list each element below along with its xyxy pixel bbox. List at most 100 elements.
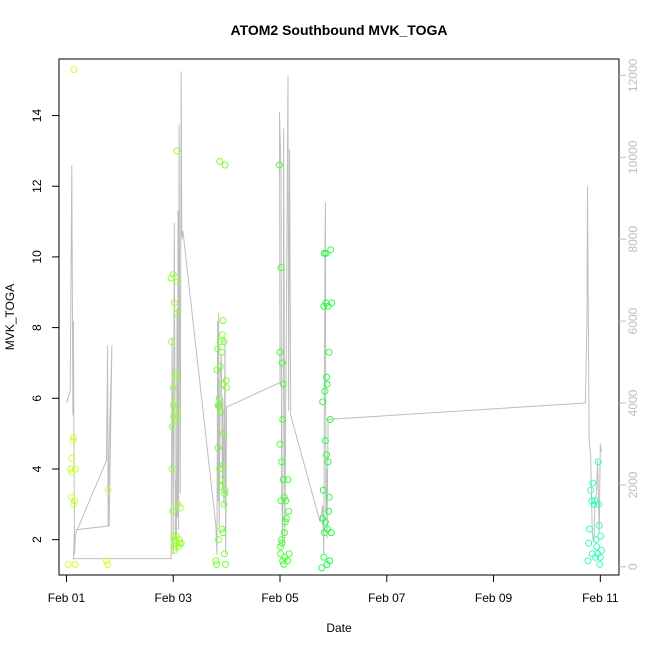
data-point [171,373,179,381]
data-point [325,348,333,356]
data-point [280,560,288,568]
data-point [285,507,293,515]
data-point [285,550,293,558]
points-layer [64,66,605,572]
data-point [319,398,327,406]
data-point [328,299,336,307]
data-point [219,529,227,537]
data-point [321,437,329,445]
data-point [173,147,181,155]
data-point [327,529,335,537]
data-point [172,416,180,423]
data-point [280,493,288,501]
data-point [587,486,595,494]
data-point [71,497,78,505]
data-point [218,348,226,356]
y-axis-right: 0 2000 4000 6000 8000 10000 12000 [619,58,640,570]
data-point [168,423,176,431]
chart-title: ATOM2 Southbound MVK_TOGA [231,22,448,38]
x-axis: Feb 01 Feb 03 Feb 05 Feb 07 Feb 09 Feb 11 [48,575,619,605]
data-point [277,264,285,271]
data-point [171,398,179,406]
data-point [214,345,222,353]
data-point [216,338,224,346]
data-point [586,525,594,533]
y-tick-label: 2 [30,536,44,543]
data-point [215,394,223,402]
data-point [596,553,604,561]
data-point [279,380,287,388]
y-tick-label: 6 [30,395,44,402]
data-point [320,302,328,310]
data-point [215,401,223,409]
data-point [215,536,223,544]
data-point [67,465,75,473]
y2-tick-label: 10000 [626,140,640,174]
data-point [594,458,602,466]
data-point [104,560,112,568]
data-point [597,532,605,540]
data-point [216,158,224,165]
data-point [277,550,284,558]
data-point [281,518,289,526]
data-point [217,408,225,416]
data-point [284,476,292,484]
x-tick-label: Feb 07 [368,591,406,605]
y2-tick-label: 4000 [626,389,640,416]
data-point [167,274,175,282]
data-point [169,271,177,279]
y-axis-label: MVK_TOGA [3,284,17,350]
data-point [174,408,181,416]
x-tick-label: Feb 03 [155,591,193,605]
data-point [218,380,226,388]
data-point [212,557,220,565]
y2-tick-label: 0 [626,563,640,570]
data-point [177,539,185,547]
data-point [216,363,224,370]
data-point [584,557,592,565]
data-point [72,465,79,473]
data-point [324,458,332,466]
data-point [588,497,596,505]
data-point [318,564,326,572]
data-point [279,416,287,423]
data-point [168,338,176,346]
data-point [279,476,287,484]
data-point [221,550,228,558]
data-point [219,461,227,469]
data-point [322,249,330,257]
x-tick-label: Feb 05 [261,591,299,605]
data-point [64,560,72,568]
data-point [323,380,331,388]
x-tick-label: Feb 11 [582,591,619,605]
data-point [590,500,598,508]
data-point [589,479,597,487]
data-point [222,560,230,568]
data-point [70,66,78,74]
data-point [276,440,284,448]
y2-tick-label: 2000 [626,471,640,498]
data-point [595,522,603,529]
data-point [170,532,178,540]
data-point [104,486,112,494]
data-point [218,331,226,339]
data-point [596,560,604,568]
y-tick-label: 14 [30,109,44,123]
x-tick-label: Feb 09 [475,591,513,605]
data-point [67,493,75,501]
data-point [176,504,184,512]
data-point [324,525,331,533]
data-point [321,518,329,526]
data-point [597,546,605,554]
data-point [68,454,76,462]
data-point [173,310,181,317]
data-point [278,458,286,466]
data-point [103,557,110,565]
data-point [276,348,284,356]
data-point [592,553,599,561]
data-point [280,529,288,537]
data-point [585,539,593,547]
data-point [326,416,334,423]
plot-frame [58,58,620,576]
